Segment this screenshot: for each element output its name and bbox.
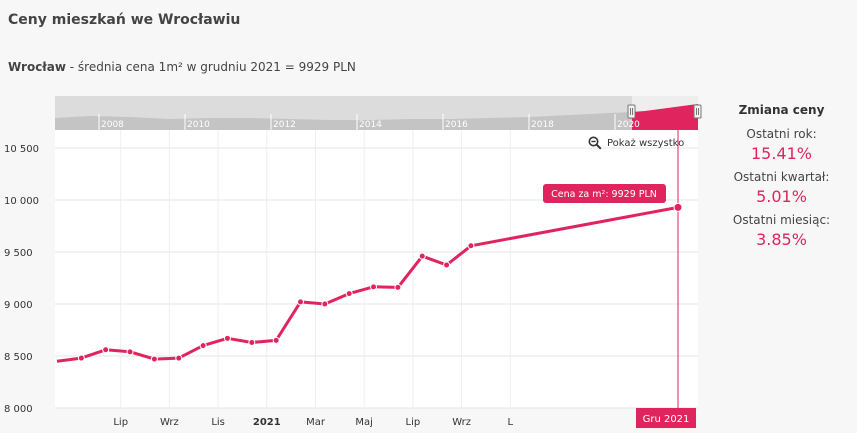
reset-zoom-label: Pokaż wszystko <box>607 137 685 149</box>
data-point[interactable] <box>223 334 231 342</box>
chart-title: Ceny mieszkań we Wrocławiu <box>8 12 241 28</box>
data-point[interactable] <box>467 242 475 250</box>
x-tick-label: Lip <box>113 417 128 428</box>
x-tick-label: Wrz <box>160 417 179 428</box>
city-name: Wrocław <box>8 60 66 74</box>
chart-subtitle: Wrocław - średnia cena 1m² w grudniu 202… <box>8 60 356 74</box>
price-change-panel: Zmiana ceny Ostatni rok: 15.41% Ostatni … <box>706 96 857 249</box>
x-tick-label: 2021 <box>253 417 281 428</box>
data-point[interactable] <box>394 283 402 291</box>
crosshair-x-label: Gru 2021 <box>636 408 696 428</box>
data-point[interactable] <box>126 348 134 356</box>
data-point[interactable] <box>272 336 280 344</box>
tooltip-box <box>543 184 666 203</box>
y-tick-label: 9 000 <box>4 300 33 311</box>
y-tick-label: 10 000 <box>4 196 39 207</box>
x-tick-label: L <box>508 417 514 428</box>
navigator-year-label: 2012 <box>273 120 296 130</box>
data-point[interactable] <box>175 354 183 362</box>
range-navigator[interactable]: 2008 2010 2012 2014 2016 2018 2020 <box>55 96 702 130</box>
navigator-year-label: 2010 <box>187 120 210 130</box>
x-tick-label: Lis <box>211 417 225 428</box>
navigator-right-handle[interactable] <box>693 104 702 119</box>
tooltip: Cena za m²: 9929 PLN <box>543 184 666 203</box>
x-tick-label: Maj <box>355 417 373 428</box>
price-change-title: Zmiana ceny <box>738 103 825 117</box>
x-tick-label: Mar <box>306 417 326 428</box>
data-point[interactable] <box>199 342 207 350</box>
navigator-year-label: 2016 <box>445 120 468 130</box>
reset-zoom-button[interactable]: Pokaż wszystko <box>588 136 684 150</box>
data-point[interactable] <box>248 338 256 346</box>
navigator-year-label: 2020 <box>617 120 640 130</box>
last-quarter-value: 5.01% <box>756 187 807 206</box>
last-year-label: Ostatni rok: <box>746 127 817 141</box>
data-point[interactable] <box>297 298 304 306</box>
navigator-left-handle[interactable] <box>627 104 636 119</box>
y-tick-label: 8 500 <box>4 352 33 363</box>
data-point[interactable] <box>102 346 110 354</box>
navigator-year-label: 2008 <box>101 120 124 130</box>
crosshair-x-label-text: Gru 2021 <box>643 414 690 425</box>
data-point[interactable] <box>321 300 329 308</box>
crosshair-x-label-box <box>636 408 696 428</box>
x-tick-label: Wrz <box>452 417 471 428</box>
plot-background <box>55 128 698 408</box>
data-point[interactable] <box>370 283 378 291</box>
navigator-history-area <box>55 112 632 130</box>
data-point[interactable] <box>150 355 158 363</box>
data-point[interactable] <box>673 202 683 212</box>
x-axis: Lip Wrz Lis 2021 Mar Maj Lip Wrz L <box>113 417 513 428</box>
y-tick-label: 10 500 <box>4 144 39 155</box>
y-axis: 8 000 8 500 9 000 9 500 10 000 10 500 <box>4 144 39 415</box>
y-tick-label: 8 000 <box>4 404 33 415</box>
data-point[interactable] <box>418 252 426 260</box>
zoom-out-icon <box>588 136 602 150</box>
y-tick-label: 9 500 <box>4 248 33 259</box>
data-point[interactable] <box>345 290 353 298</box>
last-year-value: 15.41% <box>750 144 812 163</box>
last-month-label: Ostatni miesiąc: <box>732 213 831 227</box>
tooltip-label: Cena za m²: 9929 PLN <box>551 189 657 200</box>
last-month-value: 3.85% <box>756 230 807 249</box>
data-point[interactable] <box>443 261 451 269</box>
navigator-year-label: 2018 <box>531 120 554 130</box>
x-tick-label: Lip <box>406 417 421 428</box>
navigator-selected-area <box>632 104 698 130</box>
navigator-year-label: 2014 <box>359 120 382 130</box>
subtitle-text: - średnia cena 1m² w grudniu 2021 = 9929… <box>65 60 356 74</box>
data-point[interactable] <box>77 354 85 362</box>
last-quarter-label: Ostatni kwartał: <box>733 170 830 184</box>
